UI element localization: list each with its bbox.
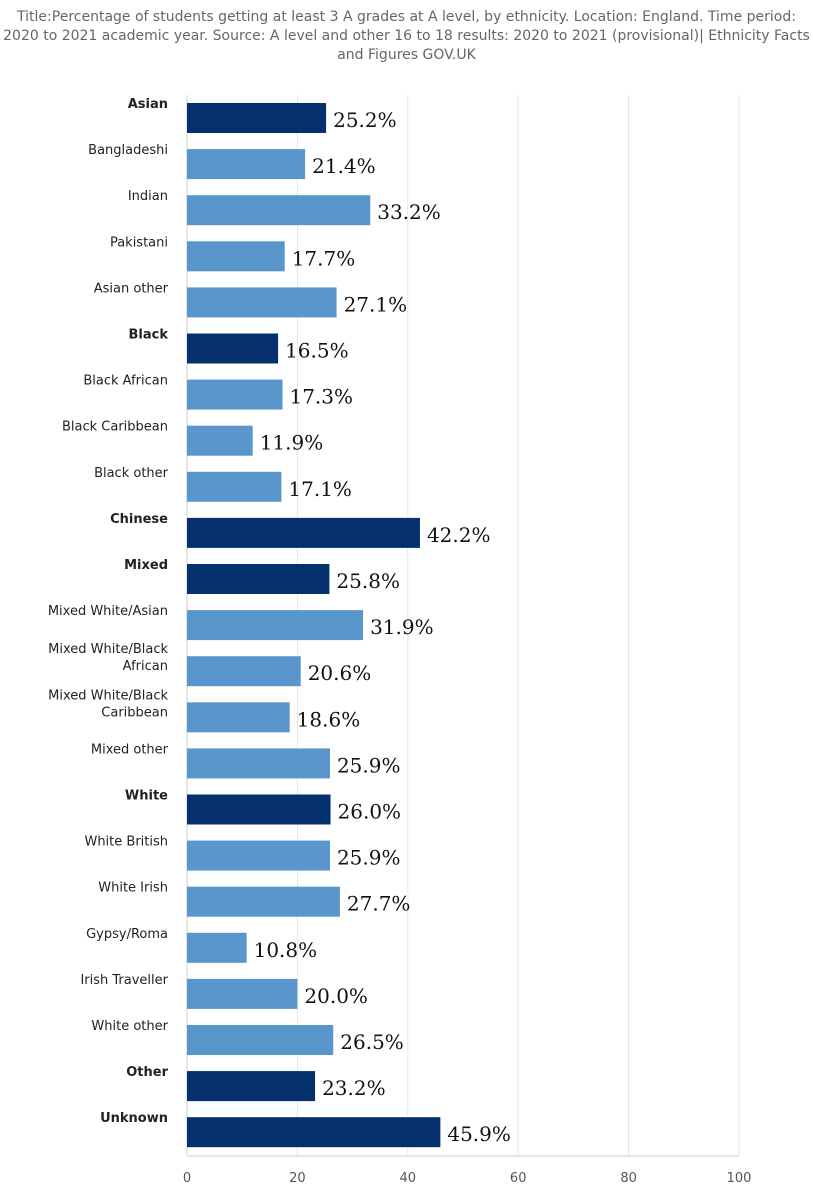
bar-pakistani [187, 241, 285, 272]
category-label: Asian other [94, 281, 169, 296]
category-label: Gypsy/Roma [86, 927, 168, 942]
bar-chinese [187, 517, 420, 548]
data-label: 25.2% [333, 108, 397, 132]
data-label: 10.8% [254, 938, 318, 962]
data-label: 27.1% [344, 292, 408, 316]
data-label: 20.0% [304, 984, 368, 1008]
bar-mixed [187, 564, 330, 594]
bar-white-other [187, 1025, 334, 1055]
bar-indian [187, 195, 371, 226]
data-label: 26.0% [338, 800, 402, 824]
category-label: White [125, 789, 168, 804]
category-label: Asian [128, 97, 168, 112]
data-label: 26.5% [340, 1030, 404, 1054]
bar-black-other [187, 471, 282, 502]
bar-mixed-white-black-african [187, 656, 301, 687]
category-label: Irish Traveller [80, 973, 168, 988]
data-label: 17.1% [288, 477, 352, 501]
x-tick-label: 20 [289, 1171, 306, 1186]
bar-black [187, 333, 279, 364]
data-label: 11.9% [260, 431, 324, 455]
category-labels: Asian Bangladeshi Indian Pakistani Asian oth… [48, 97, 169, 1126]
data-label: 23.2% [322, 1076, 386, 1100]
x-tick-label: 80 [620, 1171, 637, 1186]
category-label: White Irish [98, 881, 168, 896]
data-label: 25.9% [337, 846, 401, 870]
x-tick-label: 0 [183, 1171, 191, 1186]
category-label: Bangladeshi [88, 143, 168, 158]
category-label: African [123, 659, 168, 674]
data-label: 20.6% [308, 661, 372, 685]
category-label: Mixed White/Black [48, 642, 168, 657]
category-label: Black other [94, 466, 169, 481]
bar-asian [187, 103, 327, 133]
data-label: 27.7% [347, 892, 411, 916]
bar-mixed-white-black-caribbean [187, 702, 290, 733]
category-label: Chinese [110, 512, 168, 527]
bars [187, 103, 441, 1148]
data-label: 18.6% [297, 707, 361, 731]
category-label: White British [84, 835, 168, 850]
category-label: Mixed White/Black [48, 688, 168, 703]
category-label: Indian [128, 189, 168, 204]
bar-white-irish [187, 886, 340, 917]
category-label: Pakistani [110, 235, 168, 250]
category-label: Unknown [100, 1111, 168, 1126]
bar-white [187, 794, 331, 825]
data-label: 16.5% [285, 339, 349, 363]
bar-gypsy-roma [187, 932, 247, 963]
bar-irish-traveller [187, 978, 298, 1009]
category-label: Other [126, 1065, 168, 1080]
data-label: 45.9% [447, 1122, 511, 1146]
category-label: Mixed White/Asian [48, 604, 168, 619]
data-label: 31.9% [370, 615, 434, 639]
category-label: Mixed [124, 558, 168, 573]
category-label: Caribbean [101, 705, 168, 720]
data-label: 21.4% [312, 154, 376, 178]
category-label: Black Caribbean [62, 420, 168, 435]
category-label: Black African [83, 374, 168, 389]
bar-mixed-white-asian [187, 610, 364, 641]
category-label: Black [129, 328, 169, 343]
data-label: 25.8% [336, 569, 400, 593]
data-label: 33.2% [377, 200, 441, 224]
value-labels: 25.2% 21.4%33.2% 17.7% 27.1% 16.5% 17.3% 11.9%… [254, 108, 511, 1146]
data-label: 17.3% [289, 385, 353, 409]
chart-title: Title:Percentage of students getting at … [3, 9, 810, 63]
bar-black-african [187, 379, 283, 410]
category-label: White other [91, 1019, 168, 1034]
x-tick-label: 100 [727, 1171, 752, 1186]
data-label: 17.7% [292, 246, 356, 270]
x-tick-label: 60 [510, 1171, 527, 1186]
bar-bangladeshi [187, 149, 306, 180]
bar-white-british [187, 840, 330, 871]
bar-mixed-other [187, 748, 330, 779]
data-label: 42.2% [427, 523, 491, 547]
category-label: Mixed other [91, 742, 169, 757]
x-tick-label: 40 [400, 1171, 417, 1186]
bar-unknown [187, 1117, 441, 1148]
data-label: 25.9% [337, 753, 401, 777]
bar-other [187, 1071, 316, 1102]
bar-asian-other [187, 287, 337, 318]
bar-black-caribbean [187, 425, 253, 456]
